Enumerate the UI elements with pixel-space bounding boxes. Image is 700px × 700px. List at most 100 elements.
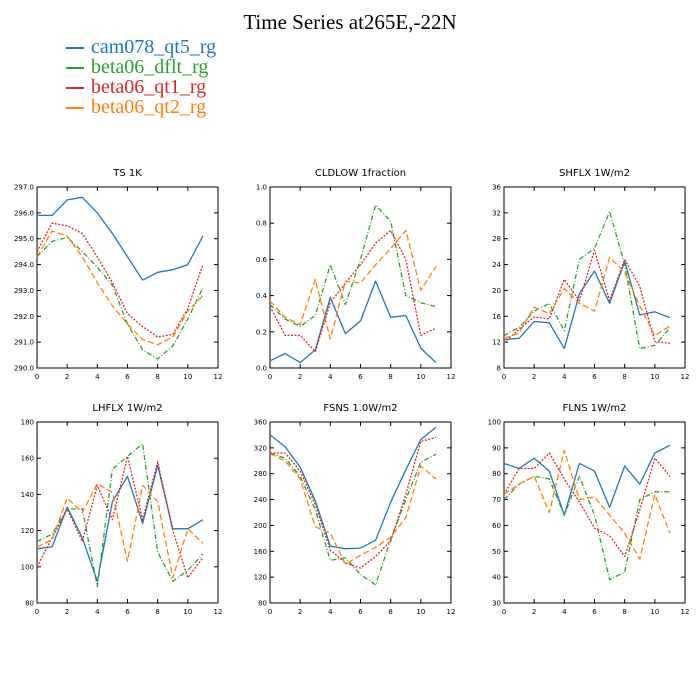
- x-tick-label: 4: [328, 373, 333, 381]
- y-tick-label: 0.0: [256, 365, 267, 373]
- y-tick-label: 292.0: [14, 313, 34, 321]
- x-tick-label: 8: [388, 608, 392, 616]
- series-line-beta06_qt1_rg: [503, 452, 671, 558]
- x-tick-label: 8: [155, 373, 159, 381]
- chart-panel: LHFLX 1W/m2 80 100 120 140 160 180 0 2 4 6 8 10 12: [21, 403, 223, 616]
- x-tick-label: 8: [388, 373, 392, 381]
- x-tick-label: 4: [95, 608, 100, 616]
- x-tick-label: 0: [268, 373, 272, 381]
- x-tick-label: 4: [562, 608, 567, 616]
- x-tick-label: 6: [358, 373, 363, 381]
- page-title: Time Series at265E,-22N: [243, 10, 457, 34]
- y-tick-label: 60: [492, 522, 501, 530]
- y-tick-label: 20: [492, 287, 501, 295]
- y-tick-label: 180: [21, 419, 34, 427]
- x-tick-label: 0: [268, 608, 272, 616]
- plot-frame: [269, 421, 452, 604]
- chart-title: LHFLX 1W/m2: [92, 403, 162, 414]
- x-tick-label: 0: [502, 608, 506, 616]
- x-tick-label: 2: [298, 373, 302, 381]
- series-line-beta06_qt2_rg: [36, 230, 204, 346]
- series-line-beta06_qt1_rg: [36, 222, 204, 338]
- x-tick-label: 12: [214, 373, 223, 381]
- legend-label: beta06_qt2_rg: [91, 96, 207, 118]
- y-tick-label: 28: [492, 235, 501, 243]
- legend-swatch: [66, 47, 84, 49]
- series-line-beta06_qt1_rg: [36, 455, 204, 579]
- legend-swatch: [66, 107, 84, 109]
- y-tick-label: 100: [21, 563, 34, 571]
- x-tick-label: 12: [681, 373, 690, 381]
- legend-swatch: [66, 67, 84, 69]
- series-line-cam078_qt5_rg: [269, 280, 437, 364]
- y-tick-label: 40: [492, 574, 501, 582]
- legend-label: cam078_qt5_rg: [91, 36, 217, 58]
- x-tick-label: 10: [183, 373, 192, 381]
- y-tick-label: 24: [492, 261, 501, 269]
- x-tick-label: 0: [35, 608, 39, 616]
- chart-title: FLNS 1W/m2: [562, 403, 626, 414]
- y-tick-label: 140: [21, 491, 34, 499]
- plot-frame: [503, 186, 686, 369]
- y-tick-label: 294.0: [14, 261, 34, 269]
- series-line-beta06_qt2_rg: [503, 449, 671, 560]
- x-tick-label: 12: [447, 608, 456, 616]
- x-tick-label: 4: [95, 373, 100, 381]
- chart-panel: FSNS 1.0W/m2 80 120 160 200 240 280 320 360 0 2 4 6 8…: [254, 403, 456, 616]
- y-tick-label: 293.0: [14, 287, 34, 295]
- x-tick-label: 2: [532, 373, 536, 381]
- series-line-cam078_qt5_rg: [36, 464, 204, 582]
- y-tick-label: 16: [492, 313, 501, 321]
- y-tick-label: 12: [492, 339, 501, 347]
- series-line-beta06_dflt_rg: [269, 204, 437, 328]
- x-tick-label: 2: [65, 373, 69, 381]
- chart-panel: TS 1K 290.0 291.0 292.0 293.0 294.0 295.0 296.0…: [14, 168, 223, 381]
- chart-title: CLDLOW 1fraction: [315, 168, 406, 179]
- x-tick-label: 10: [416, 608, 425, 616]
- y-tick-label: 320: [254, 444, 267, 452]
- y-tick-label: 1.0: [256, 184, 267, 192]
- x-tick-label: 12: [447, 373, 456, 381]
- series-line-beta06_qt2_rg: [503, 256, 671, 339]
- y-tick-label: 120: [21, 527, 34, 535]
- x-tick-label: 4: [562, 373, 567, 381]
- legend-label: beta06_dflt_rg: [91, 56, 209, 78]
- x-tick-label: 8: [155, 608, 159, 616]
- y-tick-label: 100: [488, 419, 501, 427]
- y-tick-label: 291.0: [14, 339, 34, 347]
- y-tick-label: 80: [492, 470, 501, 478]
- series-line-cam078_qt5_rg: [503, 260, 671, 350]
- series-line-beta06_qt2_rg: [36, 482, 204, 579]
- x-tick-label: 0: [35, 373, 39, 381]
- x-tick-label: 10: [650, 373, 659, 381]
- y-tick-label: 280: [254, 470, 267, 478]
- y-tick-label: 160: [21, 455, 34, 463]
- y-tick-label: 360: [254, 419, 267, 427]
- x-tick-label: 6: [592, 608, 597, 616]
- series-line-beta06_dflt_rg: [503, 475, 670, 581]
- y-tick-label: 120: [254, 574, 267, 582]
- x-tick-label: 12: [681, 608, 690, 616]
- y-tick-label: 160: [254, 548, 267, 556]
- y-tick-label: 50: [492, 548, 501, 556]
- y-tick-label: 296.0: [14, 209, 34, 217]
- x-tick-label: 6: [592, 373, 597, 381]
- y-tick-label: 295.0: [14, 235, 34, 243]
- series-line-beta06_dflt_rg: [36, 443, 204, 588]
- chart-title: SHFLX 1W/m2: [559, 168, 630, 179]
- y-tick-label: 80: [25, 600, 34, 608]
- x-tick-label: 4: [328, 608, 333, 616]
- y-tick-label: 32: [492, 209, 501, 217]
- series-line-beta06_dflt_rg: [36, 236, 204, 360]
- y-tick-label: 0.4: [256, 292, 268, 300]
- y-tick-label: 240: [254, 496, 267, 504]
- x-tick-label: 2: [532, 608, 536, 616]
- y-tick-label: 0.2: [256, 328, 267, 336]
- y-tick-label: 200: [254, 522, 267, 530]
- legend-swatch: [66, 87, 84, 89]
- plot-frame: [503, 421, 686, 604]
- y-tick-label: 0.8: [256, 220, 267, 228]
- series-line-beta06_dflt_rg: [503, 210, 671, 350]
